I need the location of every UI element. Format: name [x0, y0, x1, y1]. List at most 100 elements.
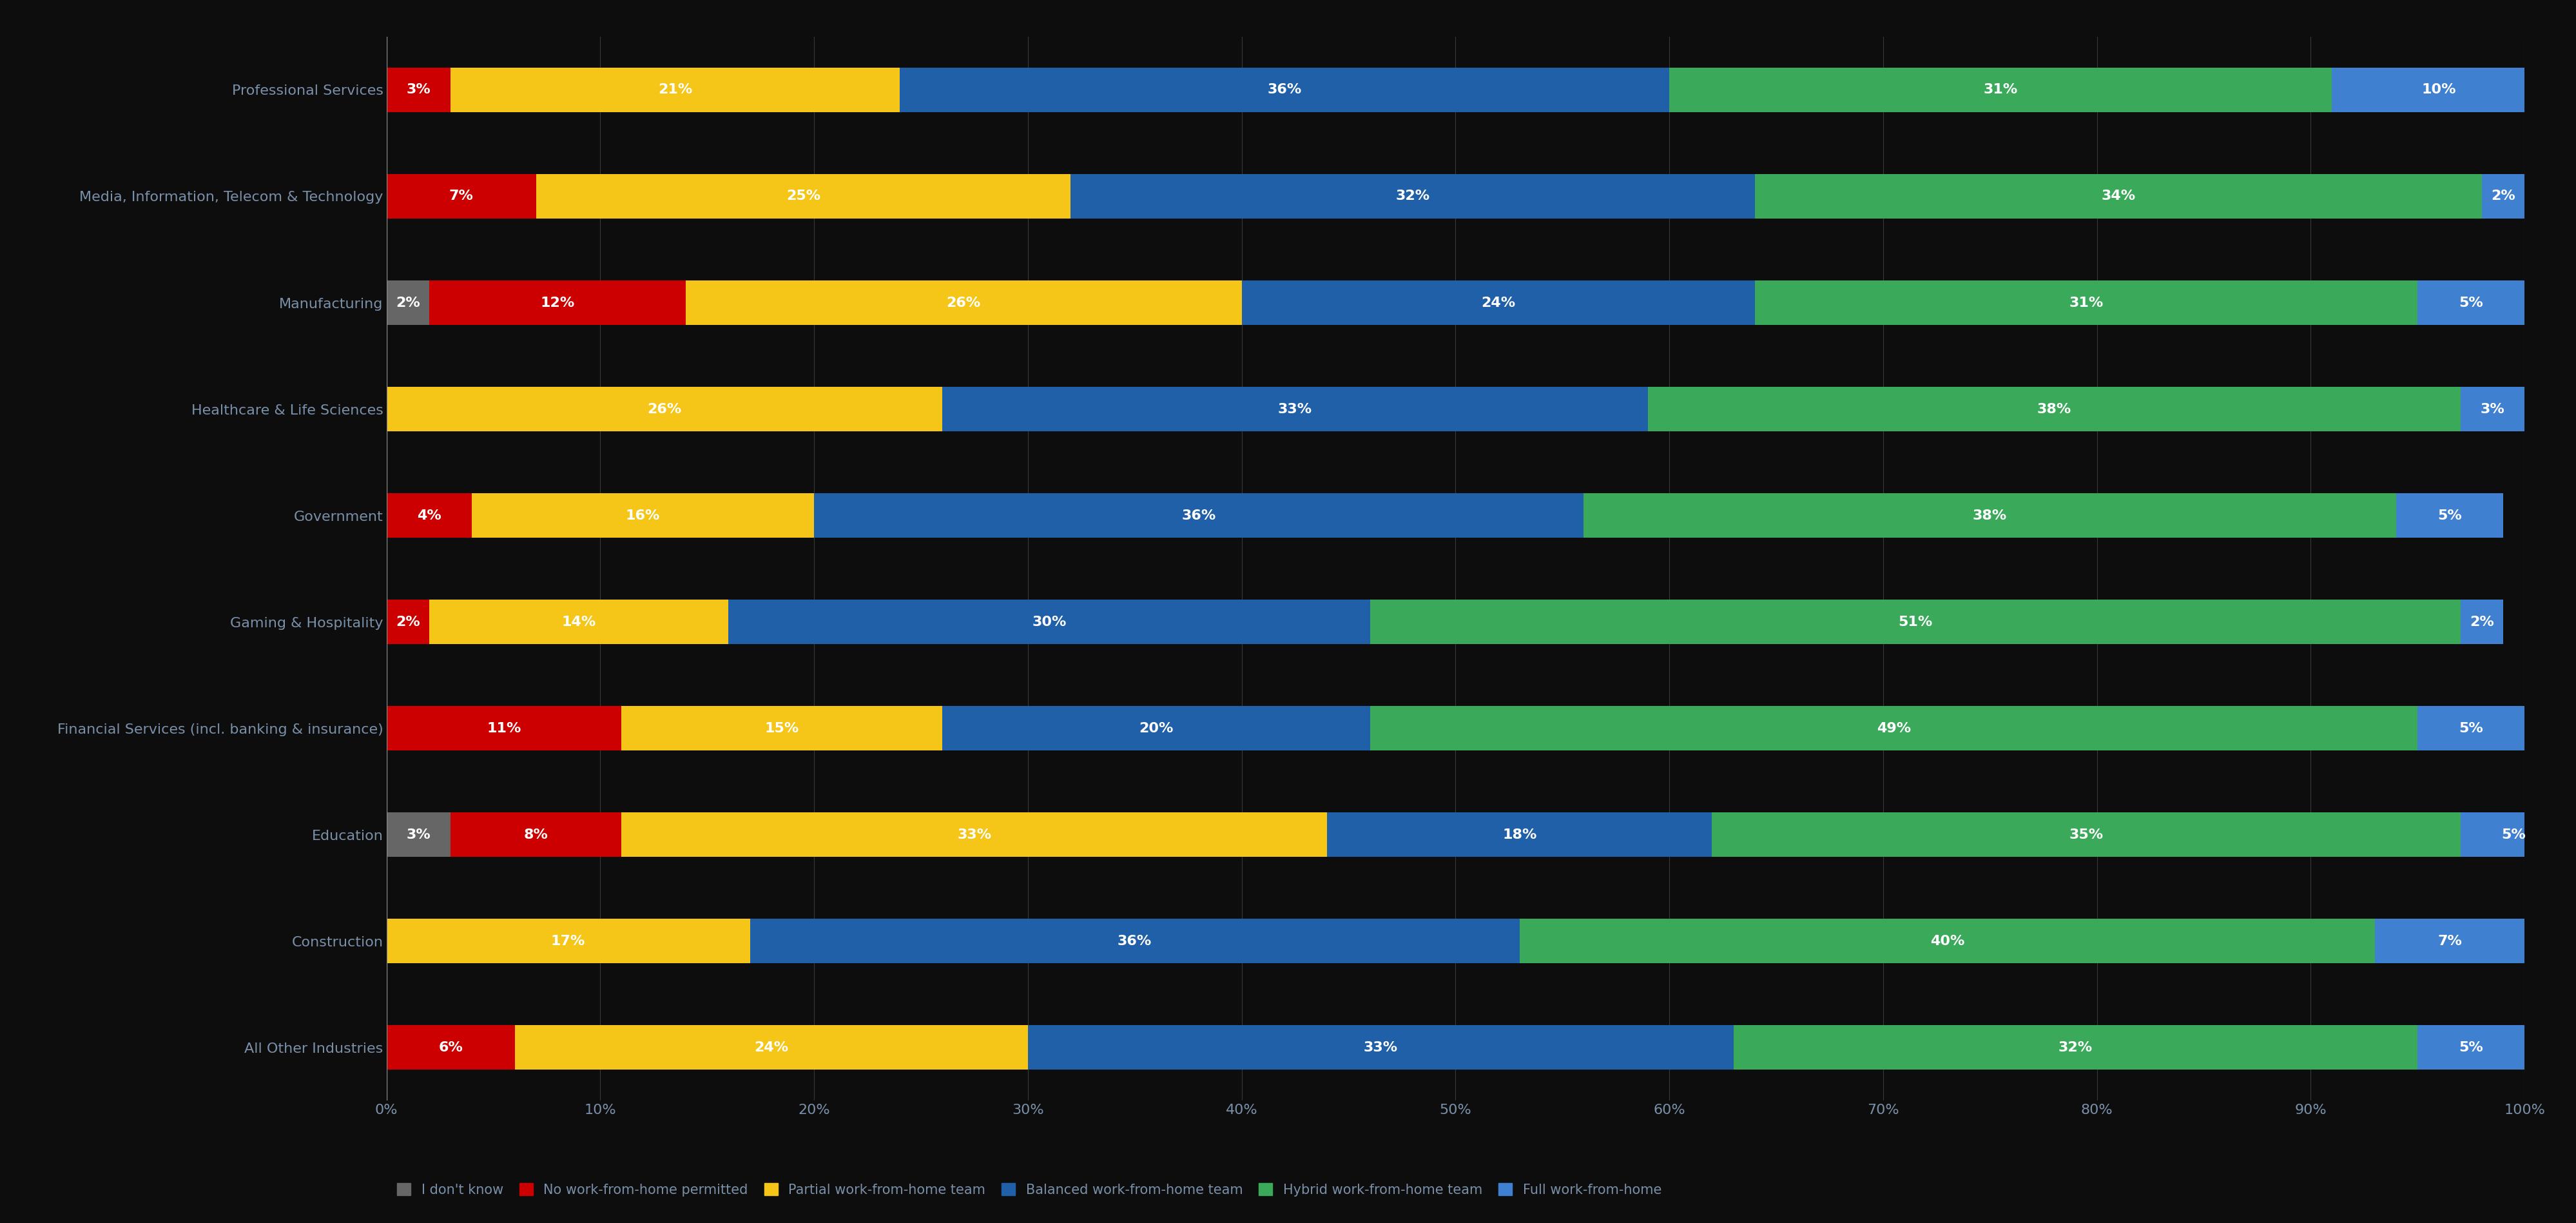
Bar: [1754, 280, 2416, 325]
Bar: [1734, 1025, 2416, 1070]
Text: 5%: 5%: [2460, 722, 2483, 735]
Bar: [621, 706, 943, 751]
Text: 49%: 49%: [1878, 722, 1911, 735]
Bar: [1242, 280, 1754, 325]
Bar: [943, 706, 1370, 751]
Text: 2%: 2%: [397, 615, 420, 629]
Text: 36%: 36%: [1118, 934, 1151, 948]
Text: 36%: 36%: [1182, 509, 1216, 522]
Bar: [1584, 493, 2396, 538]
Text: 17%: 17%: [551, 934, 585, 948]
Bar: [386, 918, 750, 964]
Text: 25%: 25%: [786, 190, 819, 203]
Bar: [814, 493, 1584, 538]
Bar: [2416, 706, 2524, 751]
Text: 14%: 14%: [562, 615, 595, 629]
Text: 33%: 33%: [1278, 402, 1311, 416]
Text: 5%: 5%: [2437, 509, 2463, 522]
Text: 26%: 26%: [945, 296, 981, 309]
Text: 5%: 5%: [2460, 296, 2483, 309]
Bar: [386, 493, 471, 538]
Text: 5%: 5%: [2501, 828, 2527, 841]
Text: 2%: 2%: [2470, 615, 2494, 629]
Bar: [943, 386, 1649, 432]
Text: 51%: 51%: [1899, 615, 1932, 629]
Bar: [685, 280, 1242, 325]
Bar: [1669, 67, 2331, 113]
Bar: [1370, 706, 2416, 751]
Text: 31%: 31%: [1984, 83, 2017, 97]
Text: 24%: 24%: [755, 1041, 788, 1054]
Bar: [1520, 918, 2375, 964]
Text: 38%: 38%: [1973, 509, 2007, 522]
Bar: [2460, 599, 2504, 645]
Text: 33%: 33%: [1363, 1041, 1399, 1054]
Bar: [471, 493, 814, 538]
Bar: [386, 280, 430, 325]
Text: 26%: 26%: [647, 402, 683, 416]
Bar: [621, 812, 1327, 857]
Text: 6%: 6%: [438, 1041, 464, 1054]
Text: 15%: 15%: [765, 722, 799, 735]
Bar: [1713, 812, 2460, 857]
Bar: [2416, 1025, 2524, 1070]
Text: 8%: 8%: [523, 828, 549, 841]
Bar: [430, 280, 685, 325]
Text: 7%: 7%: [448, 190, 474, 203]
Text: 34%: 34%: [2102, 190, 2136, 203]
Bar: [1649, 386, 2460, 432]
Bar: [1028, 1025, 1734, 1070]
Text: 35%: 35%: [2069, 828, 2102, 841]
Text: 40%: 40%: [1929, 934, 1965, 948]
Bar: [386, 67, 451, 113]
Bar: [750, 918, 1520, 964]
Bar: [2416, 280, 2524, 325]
Text: 11%: 11%: [487, 722, 520, 735]
Text: 31%: 31%: [2069, 296, 2105, 309]
Bar: [1327, 812, 1713, 857]
Legend: I don't know, No work-from-home permitted, Partial work-from-home team, Balanced: I don't know, No work-from-home permitte…: [394, 1179, 1667, 1201]
Text: 2%: 2%: [397, 296, 420, 309]
Bar: [386, 174, 536, 219]
Text: 33%: 33%: [958, 828, 992, 841]
Bar: [2375, 918, 2524, 964]
Bar: [386, 386, 943, 432]
Text: 12%: 12%: [541, 296, 574, 309]
Text: 7%: 7%: [2437, 934, 2463, 948]
Bar: [515, 1025, 1028, 1070]
Bar: [386, 812, 451, 857]
Text: 10%: 10%: [2421, 83, 2455, 97]
Bar: [451, 812, 621, 857]
Text: 38%: 38%: [2038, 402, 2071, 416]
Bar: [2460, 812, 2568, 857]
Bar: [430, 599, 729, 645]
Bar: [1754, 174, 2481, 219]
Text: 30%: 30%: [1033, 615, 1066, 629]
Text: 3%: 3%: [2481, 402, 2504, 416]
Bar: [2396, 493, 2504, 538]
Text: 3%: 3%: [407, 83, 430, 97]
Text: 32%: 32%: [2058, 1041, 2092, 1054]
Bar: [899, 67, 1669, 113]
Bar: [536, 174, 1072, 219]
Text: 3%: 3%: [407, 828, 430, 841]
Text: 5%: 5%: [2460, 1041, 2483, 1054]
Text: 20%: 20%: [1139, 722, 1172, 735]
Bar: [1370, 599, 2460, 645]
Text: 4%: 4%: [417, 509, 440, 522]
Bar: [2331, 67, 2545, 113]
Bar: [386, 1025, 515, 1070]
Text: 2%: 2%: [2491, 190, 2514, 203]
Text: 21%: 21%: [657, 83, 693, 97]
Bar: [1072, 174, 1754, 219]
Bar: [386, 599, 430, 645]
Text: 18%: 18%: [1502, 828, 1538, 841]
Bar: [2460, 386, 2524, 432]
Bar: [729, 599, 1370, 645]
Bar: [2481, 174, 2524, 219]
Text: 36%: 36%: [1267, 83, 1301, 97]
Text: 24%: 24%: [1481, 296, 1515, 309]
Bar: [451, 67, 899, 113]
Bar: [386, 706, 621, 751]
Text: 16%: 16%: [626, 509, 659, 522]
